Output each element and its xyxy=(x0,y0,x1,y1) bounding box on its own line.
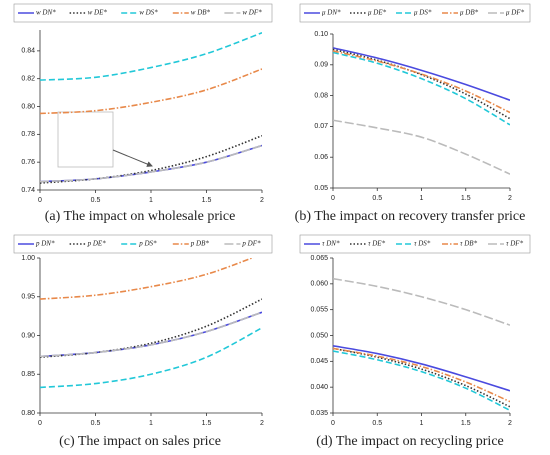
y-tick-label: 0.80 xyxy=(21,103,35,110)
caption: (c) The impact on sales price xyxy=(59,434,221,449)
x-tick-label: 1.5 xyxy=(202,420,212,427)
legend-box xyxy=(299,234,531,254)
series-line xyxy=(40,258,255,300)
y-tick-label: 0.95 xyxy=(21,294,35,301)
x-tick-label: 2 xyxy=(508,420,512,427)
legend-label: w DE* xyxy=(88,9,108,17)
y-tick-label: 0.040 xyxy=(310,384,328,391)
y-tick-label: 0.045 xyxy=(310,358,328,365)
y-tick-label: 0.78 xyxy=(21,131,35,138)
series-line xyxy=(40,311,262,358)
y-tick-label: 0.035 xyxy=(310,410,328,417)
series-line xyxy=(40,311,262,358)
y-tick-label: 0.90 xyxy=(21,332,35,339)
legend-label: w DB* xyxy=(191,9,211,17)
x-tick-label: 0 xyxy=(331,195,335,202)
x-tick-label: 1 xyxy=(420,420,424,427)
x-tick-label: 0.5 xyxy=(372,195,382,202)
legend-label: p DB* xyxy=(190,240,210,248)
y-tick-label: 0.06 xyxy=(314,154,328,161)
series-line xyxy=(333,119,510,175)
series-line xyxy=(333,347,510,408)
y-tick-label: 0.85 xyxy=(21,371,35,378)
x-tick-label: 1.5 xyxy=(202,197,212,204)
legend-label: μ DS* xyxy=(414,9,432,17)
series-line xyxy=(333,48,510,120)
legend-label: w DS* xyxy=(139,9,158,17)
legend-label: p DF* xyxy=(241,240,261,248)
y-tick-label: 0.82 xyxy=(21,76,35,83)
legend-box xyxy=(299,3,531,23)
legend-label: w DF* xyxy=(242,9,262,17)
series-line xyxy=(40,144,262,183)
y-tick-label: 0.09 xyxy=(314,62,328,69)
x-tick-label: 0 xyxy=(331,420,335,427)
y-tick-label: 0.060 xyxy=(310,281,328,288)
x-tick-label: 1 xyxy=(149,197,153,204)
series-line xyxy=(40,298,262,358)
x-tick-label: 0.5 xyxy=(91,420,101,427)
series-line xyxy=(333,350,510,412)
y-tick-label: 0.08 xyxy=(314,92,328,99)
y-tick-label: 0.76 xyxy=(21,159,35,166)
y-tick-label: 0.050 xyxy=(310,332,328,339)
legend-label: μ DB* xyxy=(460,9,479,17)
series-line xyxy=(40,68,262,115)
legend-label: τ DS* xyxy=(414,240,431,248)
x-tick-label: 1.5 xyxy=(461,420,471,427)
x-tick-label: 2 xyxy=(260,197,264,204)
legend-box xyxy=(13,3,273,23)
series-line xyxy=(40,134,262,184)
x-tick-label: 1.5 xyxy=(461,195,471,202)
x-tick-label: 2 xyxy=(260,420,264,427)
y-tick-label: 0.055 xyxy=(310,307,328,314)
legend-label: w DN* xyxy=(36,9,56,17)
series-line xyxy=(333,50,510,114)
legend-label: p DN* xyxy=(35,240,55,248)
x-tick-label: 0.5 xyxy=(372,420,382,427)
legend-label: τ DE* xyxy=(368,240,386,248)
y-tick-label: 0.07 xyxy=(314,123,328,130)
series-line xyxy=(333,277,510,326)
y-tick-label: 0.05 xyxy=(314,185,328,192)
legend-label: μ DE* xyxy=(368,9,387,17)
y-tick-label: 0.065 xyxy=(310,255,328,262)
y-tick-label: 0.84 xyxy=(21,48,35,55)
caption: (d) The impact on recycling price xyxy=(316,434,504,449)
y-tick-label: 0.74 xyxy=(21,187,35,194)
x-tick-label: 0.5 xyxy=(91,197,101,204)
series-line xyxy=(40,327,262,389)
y-tick-label: 1.00 xyxy=(21,255,35,262)
x-tick-label: 0 xyxy=(38,420,42,427)
inset-box xyxy=(57,111,114,168)
series-line xyxy=(40,32,262,81)
series-line xyxy=(333,51,510,126)
legend-label: μ DN* xyxy=(322,9,341,17)
x-tick-label: 2 xyxy=(508,195,512,202)
series-line xyxy=(40,144,262,183)
caption: (a) The impact on wholesale price xyxy=(45,209,236,224)
series-line xyxy=(333,345,510,392)
series-line xyxy=(333,347,510,403)
legend-label: p DS* xyxy=(138,240,157,248)
legend-label: τ DN* xyxy=(322,240,340,248)
legend-label: τ DB* xyxy=(460,240,478,248)
x-tick-label: 0 xyxy=(38,197,42,204)
legend-label: p DE* xyxy=(87,240,107,248)
x-tick-label: 1 xyxy=(149,420,153,427)
series-line xyxy=(333,47,510,101)
y-tick-label: 0.10 xyxy=(314,31,328,38)
x-tick-label: 1 xyxy=(420,195,424,202)
legend-label: μ DF* xyxy=(506,9,525,17)
caption: (b) The impact on recovery transfer pric… xyxy=(295,209,526,224)
legend-label: τ DF* xyxy=(506,240,524,248)
legend-box xyxy=(13,234,273,254)
inset-arrow xyxy=(112,149,153,167)
y-tick-label: 0.80 xyxy=(21,410,35,417)
